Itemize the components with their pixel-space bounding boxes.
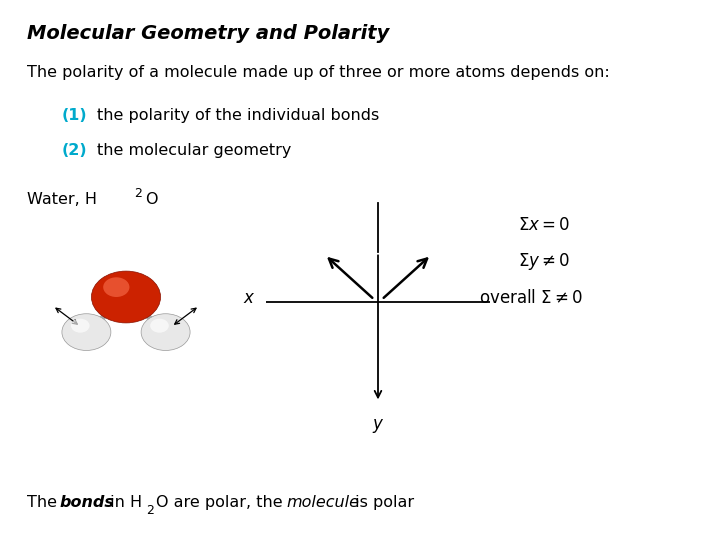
- Text: $x$: $x$: [243, 289, 256, 307]
- Text: 2: 2: [146, 504, 154, 517]
- Text: bonds: bonds: [59, 495, 114, 510]
- Text: $\Sigma y \neq 0$: $\Sigma y \neq 0$: [518, 251, 571, 272]
- Text: the molecular geometry: the molecular geometry: [97, 143, 292, 158]
- Circle shape: [71, 319, 89, 333]
- Text: $y$: $y$: [372, 417, 384, 435]
- Text: O are polar, the: O are polar, the: [156, 495, 287, 510]
- Circle shape: [91, 271, 161, 323]
- Circle shape: [141, 314, 190, 350]
- Text: (2): (2): [61, 143, 87, 158]
- Text: Molecular Geometry and Polarity: Molecular Geometry and Polarity: [27, 24, 390, 43]
- Text: $\mathrm{overall}\ \Sigma \neq 0$: $\mathrm{overall}\ \Sigma \neq 0$: [479, 289, 583, 307]
- Circle shape: [150, 319, 168, 333]
- Text: molecule: molecule: [287, 495, 359, 510]
- Text: $\Sigma x = 0$: $\Sigma x = 0$: [518, 216, 571, 234]
- Text: The: The: [27, 495, 63, 510]
- Text: Water, H: Water, H: [27, 192, 97, 207]
- Circle shape: [62, 314, 111, 350]
- Text: The polarity of a molecule made up of three or more atoms depends on:: The polarity of a molecule made up of th…: [27, 65, 610, 80]
- Text: in H: in H: [105, 495, 143, 510]
- Text: (1): (1): [61, 108, 87, 123]
- Text: is polar: is polar: [350, 495, 414, 510]
- Text: O: O: [145, 192, 157, 207]
- Circle shape: [103, 278, 130, 297]
- Text: 2: 2: [134, 187, 142, 200]
- Text: the polarity of the individual bonds: the polarity of the individual bonds: [97, 108, 379, 123]
